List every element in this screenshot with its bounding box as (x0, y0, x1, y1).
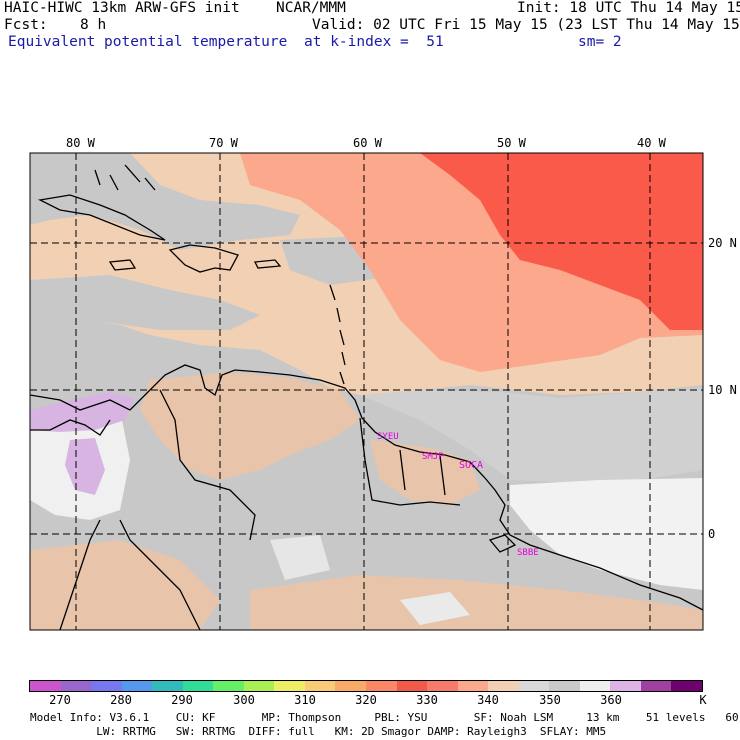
colorbar-swatch-5 (182, 681, 214, 691)
tan-patch-southwest (30, 540, 220, 630)
colorbar-swatch-3 (121, 681, 153, 691)
tan-patch-south (250, 575, 703, 630)
lon-label-50w: 50 W (497, 136, 526, 150)
fcst-label: Fcst: (4, 17, 48, 33)
colorbar-swatch-1 (60, 681, 92, 691)
colorbar-unit: K (699, 693, 707, 707)
colorbar-swatch-17 (549, 681, 580, 691)
colorbar-swatch-0 (30, 681, 61, 691)
model-title: HAIC-HIWC 13km ARW-GFS init (4, 0, 240, 16)
colorbar-tick-300: 300 (233, 693, 255, 707)
lon-label-60w: 60 W (353, 136, 382, 150)
model-info-line1: Model Info: V3.6.1 CU: KF MP: Thompson P… (30, 711, 740, 724)
colorbar-swatch-10 (335, 681, 367, 691)
colorbar-tick-320: 320 (355, 693, 377, 707)
colorbar-swatch-18 (579, 681, 611, 691)
red-field (420, 153, 703, 330)
colorbar-swatch-14 (457, 681, 489, 691)
colorbar-swatch-8 (274, 681, 305, 691)
colorbar-swatch-7 (243, 681, 275, 691)
org-label: NCAR/MMM (276, 0, 346, 16)
lon-label-40w: 40 W (637, 136, 666, 150)
station-soca: SOCA (459, 460, 484, 471)
station-smjp: SMJP (422, 452, 444, 462)
colorbar-tick-280: 280 (110, 693, 132, 707)
colorbar-tick-360: 360 (600, 693, 622, 707)
tan-patch-venezuela (140, 372, 360, 480)
init-time: Init: 18 UTC Thu 14 May 15 (517, 0, 740, 16)
valid-time: Valid: 02 UTC Fri 15 May 15 (23 LST Thu … (312, 17, 740, 33)
tan-patch-guianas (370, 440, 480, 505)
colorbar-swatch-19 (610, 681, 641, 691)
colorbar-swatch-6 (213, 681, 244, 691)
fcst-value: 8 h (80, 17, 107, 33)
colorbar-swatch-16 (518, 681, 550, 691)
colorbar-swatch-12 (396, 681, 428, 691)
lat-label-20n: 20 N (708, 236, 737, 250)
smoothing-label: sm= 2 (578, 34, 622, 50)
colorbar-swatch-21 (671, 681, 703, 691)
colorbar-swatch-13 (427, 681, 458, 691)
level-label: at k-index = 51 (304, 34, 444, 50)
station-sbbe: SBBE (517, 548, 539, 558)
colorbar-tick-350: 350 (539, 693, 561, 707)
colorbar-tick-270: 270 (49, 693, 71, 707)
lat-label-10n: 10 N (708, 383, 737, 397)
field-name: Equivalent potential temperature (8, 34, 288, 50)
colorbar-swatch-11 (366, 681, 397, 691)
station-syeu: SYEU (377, 432, 399, 442)
graticule (30, 153, 703, 630)
light-patch-2 (400, 592, 470, 625)
lat-label-0: 0 (708, 527, 716, 541)
colorbar-tick-310: 310 (294, 693, 316, 707)
colorbar-swatch-15 (488, 681, 519, 691)
colorbar-swatch-9 (304, 681, 336, 691)
colorbar-swatch-4 (152, 681, 183, 691)
colorbar (29, 680, 703, 692)
colorbar-tick-330: 330 (416, 693, 438, 707)
colorbar-tick-290: 290 (171, 693, 193, 707)
colorbar-swatch-2 (91, 681, 122, 691)
model-info-line2: LW: RRTMG SW: RRTMG DIFF: full KM: 2D Sm… (30, 725, 607, 738)
lon-label-80w: 80 W (66, 136, 95, 150)
lon-label-70w: 70 W (209, 136, 238, 150)
gray-patch-west (30, 275, 260, 330)
colorbar-tick-340: 340 (477, 693, 499, 707)
colorbar-swatch-20 (640, 681, 672, 691)
gray-band-ocean (360, 388, 703, 482)
map-frame (29, 152, 704, 631)
light-patch-1 (270, 535, 330, 580)
lavender-patch-south (65, 438, 105, 495)
